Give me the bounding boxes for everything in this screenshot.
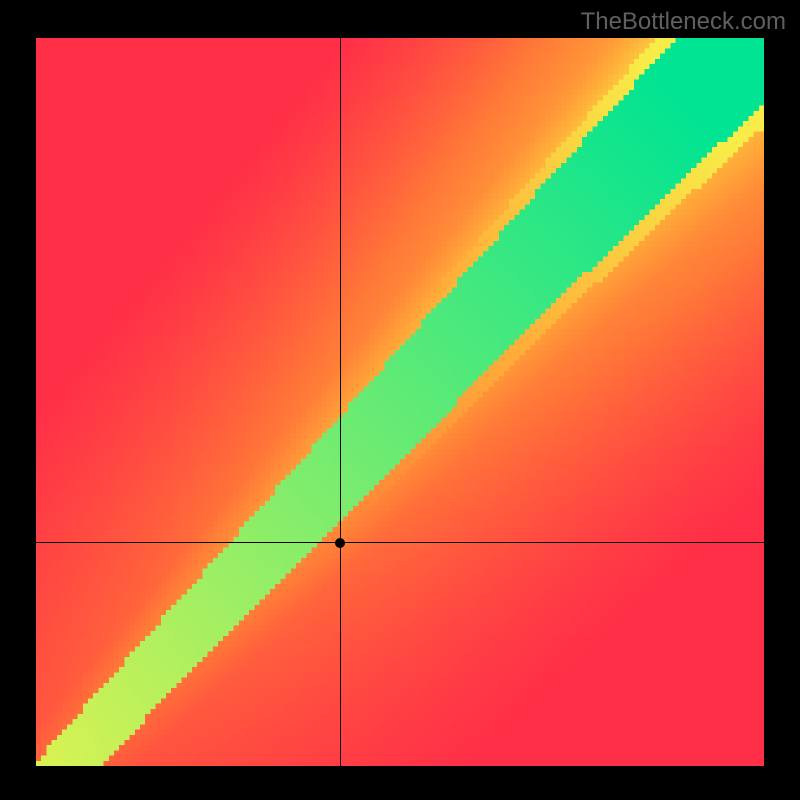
crosshair-vertical [340,38,341,766]
chart-container: TheBottleneck.com [0,0,800,800]
crosshair-horizontal [36,542,764,543]
bottleneck-heatmap [36,38,764,766]
selection-marker [335,538,345,548]
watermark-text: TheBottleneck.com [581,8,786,36]
